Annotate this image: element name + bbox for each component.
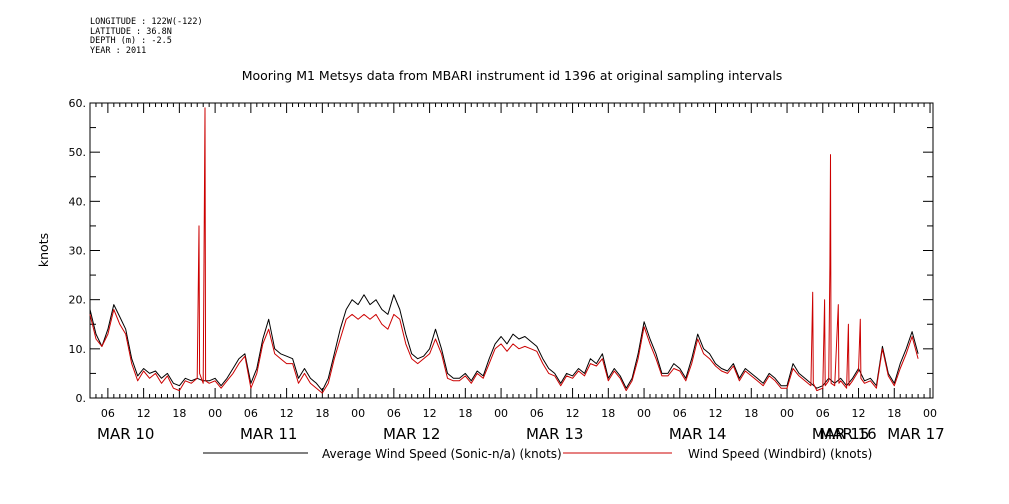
- x-tick-label: 18: [458, 407, 472, 420]
- series-windbird-wind-speed: [89, 107, 919, 394]
- plot-axes: 0. 10. 20. 30. 40. 50. 60. 06 12 18 00 06 12 18 00 06 12…: [69, 97, 945, 443]
- x-tick-label: 00: [923, 407, 937, 420]
- x-day-label: MAR 14: [669, 425, 726, 443]
- y-tick-label: 0.: [76, 392, 87, 405]
- x-day-label: MAR 15: [812, 425, 869, 443]
- x-tick-label: 12: [566, 407, 580, 420]
- x-tick-label: 00: [351, 407, 365, 420]
- depth-label: DEPTH (m) : -2.5: [90, 36, 172, 46]
- x-tick-label: 18: [887, 407, 901, 420]
- x-tick-label: 18: [315, 407, 329, 420]
- header-metadata: LONGITUDE : 122W(-122) LATITUDE : 36.8N …: [90, 17, 203, 56]
- y-axis-label: knots: [36, 233, 51, 267]
- x-tick-label: 06: [101, 407, 115, 420]
- legend-label-average: Average Wind Speed (Sonic-n/a) (knots): [322, 447, 562, 461]
- x-day-label: MAR 16: [819, 425, 876, 443]
- x-tick-label: 06: [244, 407, 258, 420]
- x-day-label: MAR 11: [240, 425, 297, 443]
- x-tick-label: 06: [816, 407, 830, 420]
- x-day-label: MAR 12: [383, 425, 440, 443]
- x-tick-label: 06: [387, 407, 401, 420]
- x-tick-label: 00: [494, 407, 508, 420]
- x-day-label: MAR 13: [526, 425, 583, 443]
- series-layer: [89, 107, 919, 394]
- series-average-wind-speed: [89, 294, 919, 392]
- x-tick-label: 12: [852, 407, 866, 420]
- x-tick-label: 06: [673, 407, 687, 420]
- longitude-label: LONGITUDE : 122W(-122): [90, 17, 203, 27]
- x-tick-label: 18: [172, 407, 186, 420]
- x-tick-label: 12: [280, 407, 294, 420]
- y-tick-label: 60.: [69, 97, 87, 110]
- legend-label-windbird: Wind Speed (Windbird) (knots): [688, 447, 872, 461]
- latitude-label: LATITUDE : 36.8N: [90, 26, 172, 37]
- x-tick-label: 12: [709, 407, 723, 420]
- y-tick-label: 10.: [69, 343, 87, 356]
- x-tick-label: 12: [423, 407, 437, 420]
- x-tick-label: 18: [744, 407, 758, 420]
- x-tick-label: 00: [780, 407, 794, 420]
- x-tick-label: 18: [601, 407, 615, 420]
- x-tick-label: 12: [137, 407, 151, 420]
- y-tick-label: 40.: [69, 195, 87, 208]
- x-tick-label: 00: [208, 407, 222, 420]
- x-tick-label: 06: [530, 407, 544, 420]
- y-tick-label: 30.: [69, 245, 87, 258]
- plot-frame: [89, 102, 934, 399]
- chart-title: Mooring M1 Metsys data from MBARI instru…: [242, 68, 783, 83]
- x-day-label: MAR 17: [887, 425, 944, 443]
- legend: Average Wind Speed (Sonic-n/a) (knots) W…: [203, 447, 872, 461]
- x-tick-label: 00: [637, 407, 651, 420]
- year-label: YEAR : 2011: [90, 45, 147, 56]
- y-tick-label: 20.: [69, 294, 87, 307]
- x-day-label: MAR 10: [97, 425, 154, 443]
- y-tick-label: 50.: [69, 146, 87, 159]
